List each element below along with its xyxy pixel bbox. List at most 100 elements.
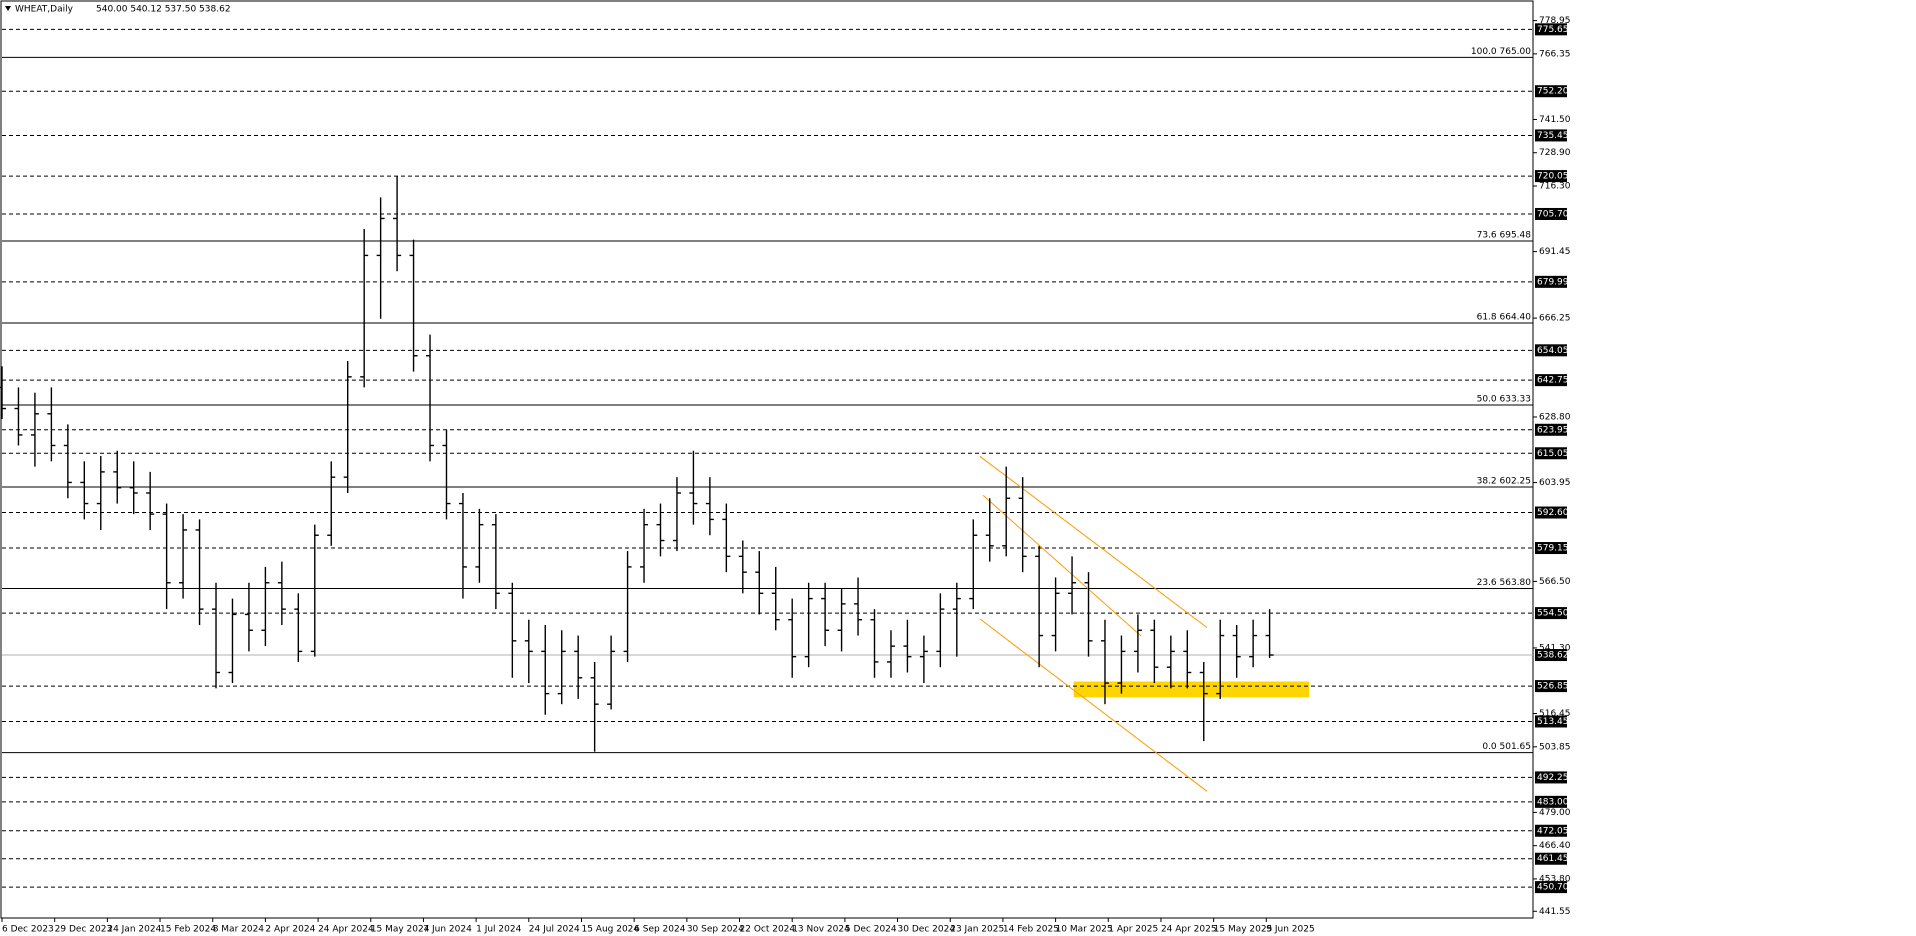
level-label: 483.00 xyxy=(1537,797,1569,807)
y-tick-label: 541.30 xyxy=(1539,643,1571,653)
level-label: 752.20 xyxy=(1537,87,1569,97)
level-label: 679.99 xyxy=(1537,277,1569,287)
x-tick-label: 14 Feb 2025 xyxy=(1003,925,1059,935)
y-tick-label: 479.00 xyxy=(1539,808,1571,818)
x-tick-label: 10 Mar 2025 xyxy=(1056,925,1113,935)
y-tick-label: 766.35 xyxy=(1539,49,1571,59)
x-tick-label: 24 Apr 2025 xyxy=(1161,925,1217,935)
fib-label: 50.0 633.33 xyxy=(1477,395,1531,405)
level-label: 492.25 xyxy=(1537,773,1569,783)
x-tick-label: 23 Jan 2025 xyxy=(950,925,1004,935)
x-tick-label: 1 Jul 2024 xyxy=(476,925,521,935)
level-label: 720.05 xyxy=(1537,172,1569,182)
fib-label: 100.0 765.00 xyxy=(1471,47,1531,57)
current-price-box xyxy=(1535,649,1567,662)
fib-label: 61.8 664.40 xyxy=(1477,312,1532,322)
x-tick-label: 13 Nov 2024 xyxy=(792,925,850,935)
x-tick-label: 30 Dec 2024 xyxy=(898,925,956,935)
channel-line xyxy=(979,455,1208,629)
x-tick-label: 5 Dec 2024 xyxy=(845,925,897,935)
level-box xyxy=(1535,771,1567,784)
x-tick-label: 30 Sep 2024 xyxy=(687,925,744,935)
y-tick-label: 441.55 xyxy=(1539,907,1571,917)
channel-line xyxy=(979,618,1208,792)
level-label: 735.45 xyxy=(1537,131,1569,141)
x-tick-label: 15 May 2025 xyxy=(1214,925,1273,935)
x-tick-label: 29 Dec 2023 xyxy=(55,925,112,935)
level-label: 579.15 xyxy=(1537,544,1569,554)
level-box xyxy=(1535,715,1567,728)
level-label: 775.65 xyxy=(1537,25,1569,35)
level-label: 472.05 xyxy=(1537,826,1569,836)
plot-frame xyxy=(0,0,1534,919)
x-tick-label: 24 Apr 2024 xyxy=(318,925,374,935)
x-tick-label: 15 May 2024 xyxy=(371,925,430,935)
level-box xyxy=(1535,374,1567,387)
y-tick-label: 666.25 xyxy=(1539,314,1571,324)
level-box xyxy=(1535,607,1567,620)
y-tick-label: 741.50 xyxy=(1539,115,1571,125)
level-box xyxy=(1535,423,1567,436)
channel-line xyxy=(982,494,1142,637)
x-tick-label: 1 Apr 2025 xyxy=(1108,925,1158,935)
level-box xyxy=(1535,207,1567,220)
level-label: 461.45 xyxy=(1537,854,1569,864)
x-tick-label: 24 Jan 2024 xyxy=(107,925,161,935)
level-label: 615.05 xyxy=(1537,449,1569,459)
level-box xyxy=(1535,881,1567,894)
y-tick-label: 466.40 xyxy=(1539,841,1571,851)
quote: 540.00 540.12 537.50 538.62 xyxy=(96,5,231,15)
x-tick-label: 22 Oct 2024 xyxy=(740,925,796,935)
fib-label: 23.6 563.80 xyxy=(1477,578,1532,588)
level-box xyxy=(1535,275,1567,288)
level-box xyxy=(1535,542,1567,555)
y-tick-label: 566.50 xyxy=(1539,577,1571,587)
symbol-title: WHEAT,Daily xyxy=(15,5,74,15)
y-tick-label: 516.45 xyxy=(1539,709,1571,719)
menu-arrow xyxy=(5,6,11,11)
y-tick-label: 603.95 xyxy=(1539,478,1571,488)
level-label: 705.70 xyxy=(1537,209,1569,219)
level-label: 623.95 xyxy=(1537,425,1569,435)
x-tick-label: 7 Jun 2024 xyxy=(423,925,472,935)
x-tick-label: 9 Jun 2025 xyxy=(1266,925,1314,935)
level-label: 513.45 xyxy=(1537,717,1569,727)
level-label: 642.75 xyxy=(1537,376,1569,386)
level-box xyxy=(1535,85,1567,98)
level-label: 450.70 xyxy=(1537,883,1569,893)
x-tick-label: 15 Feb 2024 xyxy=(160,925,216,935)
y-tick-label: 778.95 xyxy=(1539,16,1571,26)
level-label: 526.85 xyxy=(1537,682,1569,692)
x-tick-label: 8 Mar 2024 xyxy=(213,925,265,935)
current-price-label: 538.62 xyxy=(1537,651,1569,661)
fib-label: 0.0 501.65 xyxy=(1482,742,1531,752)
y-tick-label: 503.85 xyxy=(1539,742,1571,752)
x-tick-label: 15 Aug 2024 xyxy=(581,925,639,935)
level-box xyxy=(1535,824,1567,837)
level-box xyxy=(1535,852,1567,865)
level-box xyxy=(1535,680,1567,693)
y-tick-label: 628.80 xyxy=(1539,412,1571,422)
x-tick-label: 6 Sep 2024 xyxy=(634,925,686,935)
level-box xyxy=(1535,344,1567,357)
level-label: 554.50 xyxy=(1537,609,1569,619)
y-tick-label: 728.90 xyxy=(1539,148,1571,158)
level-box xyxy=(1535,23,1567,36)
support-zone xyxy=(1073,681,1310,698)
x-tick-label: 2 Apr 2024 xyxy=(265,925,315,935)
level-box xyxy=(1535,795,1567,808)
x-tick-label: 24 Jul 2024 xyxy=(529,925,580,935)
y-tick-label: 716.30 xyxy=(1539,181,1571,191)
level-label: 592.60 xyxy=(1537,508,1569,518)
level-box xyxy=(1535,447,1567,460)
x-tick-label: 6 Dec 2023 xyxy=(2,925,54,935)
fib-label: 73.6 695.48 xyxy=(1477,230,1532,240)
level-box xyxy=(1535,170,1567,183)
y-tick-label: 691.45 xyxy=(1539,247,1571,257)
level-label: 654.05 xyxy=(1537,346,1569,356)
level-box xyxy=(1535,129,1567,142)
y-tick-label: 453.80 xyxy=(1539,874,1571,884)
fib-label: 38.2 602.25 xyxy=(1477,477,1531,487)
